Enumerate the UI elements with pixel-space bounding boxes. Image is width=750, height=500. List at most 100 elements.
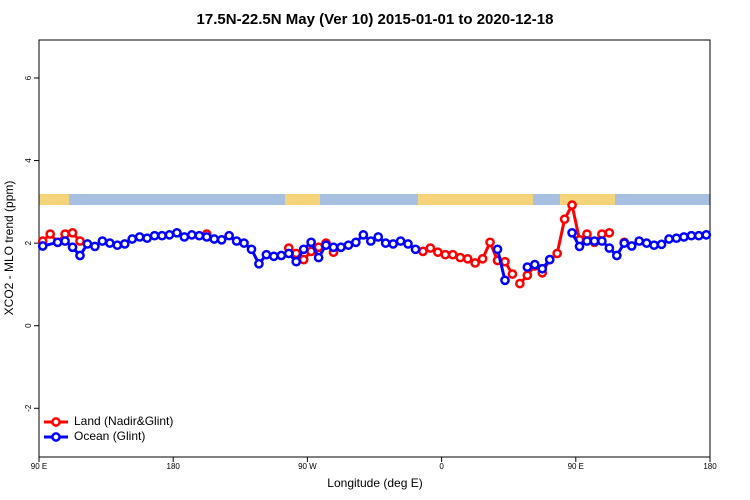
point [112, 240, 123, 251]
point [559, 214, 570, 225]
point [626, 241, 637, 251]
point [276, 250, 287, 261]
point [313, 252, 324, 263]
point [395, 236, 406, 246]
legend-label: Ocean (Glint) [74, 429, 145, 443]
point [186, 230, 197, 240]
point [470, 258, 480, 268]
point [679, 232, 689, 242]
series-line [496, 248, 507, 281]
point [254, 258, 264, 269]
point [239, 238, 249, 248]
point [209, 234, 220, 244]
point [574, 241, 585, 252]
point [582, 236, 592, 246]
point [127, 234, 138, 244]
x-axis-label: Longitude (deg E) [327, 476, 422, 490]
point [380, 238, 391, 248]
point [634, 236, 645, 246]
point [298, 254, 309, 265]
point [60, 236, 70, 246]
point [157, 230, 167, 241]
chart-title: 17.5N-22.5N May (Ver 10) 2015-01-01 to 2… [197, 11, 554, 28]
x-tick-label: 180 [703, 462, 717, 471]
point [447, 249, 458, 260]
point [604, 243, 615, 253]
point [567, 227, 577, 238]
point [462, 253, 473, 264]
point [119, 239, 130, 249]
point [269, 251, 279, 262]
point [522, 270, 533, 281]
point [619, 238, 630, 248]
point [172, 227, 182, 238]
legend-marker [51, 417, 61, 427]
point [477, 253, 488, 264]
point [97, 236, 108, 246]
point [656, 239, 667, 250]
x-tick-label: 180 [167, 462, 181, 471]
point [75, 250, 85, 261]
point [45, 229, 56, 239]
point [75, 236, 85, 246]
x-tick-label: 90 E [568, 462, 584, 471]
point [440, 249, 451, 260]
point [641, 238, 652, 248]
point [37, 241, 48, 251]
point [597, 236, 607, 246]
point [589, 236, 600, 246]
legend-label: Land (Nadir&Glint) [74, 414, 173, 428]
point [358, 230, 369, 240]
point [261, 249, 272, 260]
point [485, 237, 495, 248]
point [701, 230, 712, 240]
point [298, 244, 309, 255]
legend-marker [51, 432, 61, 442]
point [90, 241, 100, 252]
point [410, 244, 421, 255]
y-tick-label: 0 [24, 323, 33, 328]
point [455, 252, 466, 263]
point [306, 237, 316, 248]
point [142, 233, 152, 244]
point [149, 230, 160, 241]
point [336, 242, 346, 253]
point [201, 232, 212, 242]
point [82, 239, 93, 249]
point [686, 230, 697, 241]
x-tick-label: 0 [439, 462, 444, 471]
point [403, 239, 413, 249]
point [373, 232, 384, 242]
point [693, 230, 704, 241]
point [164, 230, 175, 240]
point [67, 227, 78, 238]
point [67, 242, 78, 253]
point [604, 227, 615, 238]
point [664, 234, 674, 244]
point [552, 248, 563, 259]
point [283, 248, 294, 259]
point [104, 238, 115, 248]
point [515, 278, 525, 289]
point [179, 232, 190, 242]
y-tick-label: 6 [24, 75, 33, 80]
y-tick-label: 4 [24, 158, 33, 163]
point [433, 247, 443, 258]
point [500, 275, 510, 286]
y-tick-label: -2 [24, 404, 33, 412]
y-tick-label: 2 [24, 240, 33, 245]
y-axis-label: XCO2 - MLO trend (ppm) [2, 181, 16, 316]
point [216, 234, 227, 245]
point [52, 237, 63, 248]
point [343, 240, 354, 251]
point [492, 244, 503, 255]
point [529, 259, 540, 270]
point [291, 256, 302, 267]
point [544, 254, 555, 265]
point [224, 230, 234, 241]
point [507, 269, 518, 279]
point [351, 237, 361, 248]
point [194, 230, 205, 241]
point [649, 240, 659, 251]
point [671, 233, 682, 244]
